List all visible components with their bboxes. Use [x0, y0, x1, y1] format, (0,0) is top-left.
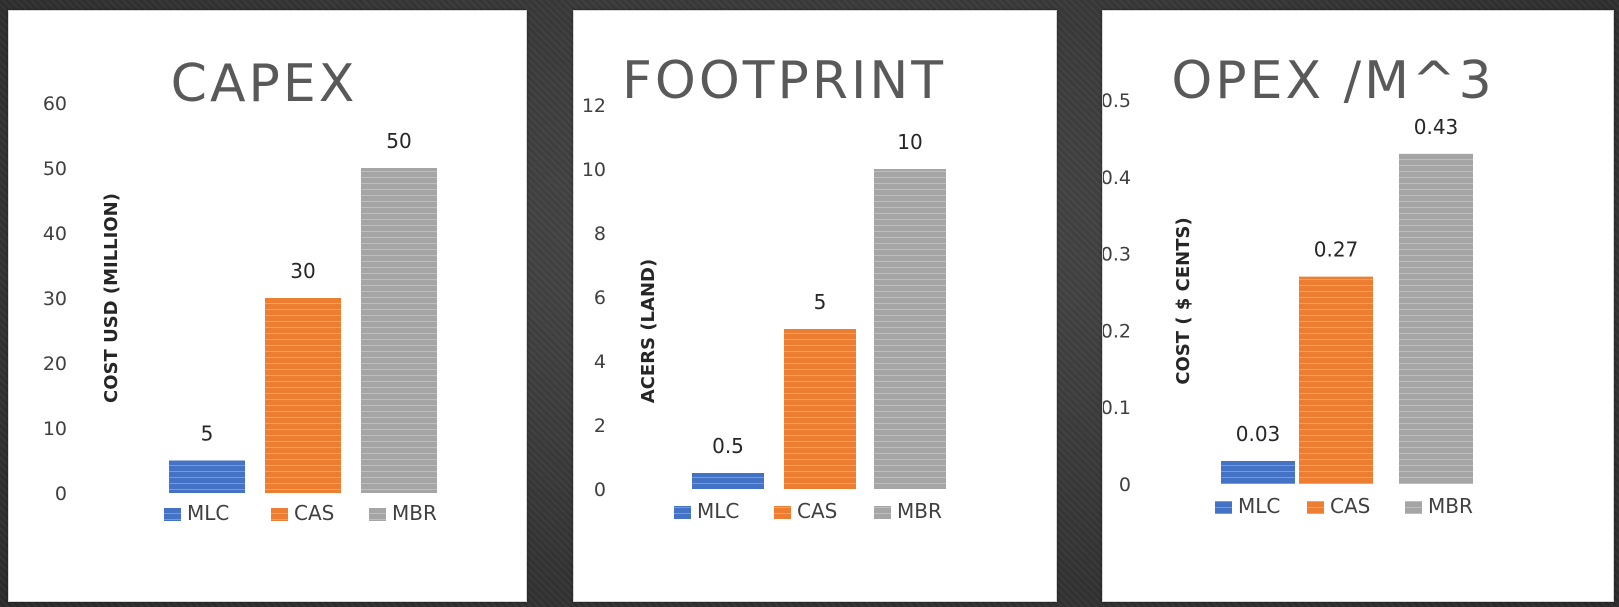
y-tick-label: 0: [55, 483, 67, 505]
data-label: 30: [290, 259, 315, 283]
bar-cas: [265, 298, 341, 493]
y-tick-label: 0.2: [1103, 320, 1131, 342]
data-label: 0.27: [1314, 238, 1359, 262]
bar-cas: [1299, 276, 1373, 484]
legend-label: CAS: [797, 499, 837, 523]
data-label: 5: [814, 290, 827, 314]
y-tick-label: 2: [594, 415, 606, 437]
legend-label: CAS: [1330, 494, 1370, 518]
y-tick-label: 10: [582, 159, 606, 181]
data-label: 5: [201, 422, 214, 446]
y-tick-label: 30: [43, 288, 67, 310]
y-tick-label: 0.5: [1103, 90, 1131, 112]
legend-label: MBR: [897, 499, 942, 523]
chart-capex: CAPEX 0 10 20 30 40 50 60 COST USD (MILLION) 5 30 5…: [43, 54, 437, 525]
y-tick-label: 0: [1119, 474, 1131, 496]
chart-footprint: FOOTPRINT 0 2 4 6 8 10 12 ACERS (LAND) 0.5 5 10 MLC C…: [582, 51, 946, 523]
data-label: 10: [897, 130, 922, 154]
y-tick-label: 0.1: [1103, 397, 1131, 419]
legend-label: MBR: [392, 501, 437, 525]
bar-mlc: [169, 460, 245, 493]
chart-panel-opex: OPEX /M^3 0 0.1 0.2 0.3 0.4 0.5 COST ( $ CENTS)…: [1102, 10, 1614, 602]
bar-mbr: [361, 168, 437, 493]
y-tick-label: 12: [582, 95, 606, 117]
chart-title: CAPEX: [171, 54, 358, 114]
y-axis-label: COST ( $ CENTS): [1173, 217, 1194, 384]
y-tick-label: 50: [43, 158, 67, 180]
data-label: 50: [386, 129, 411, 153]
chart-title: FOOTPRINT: [622, 51, 946, 111]
y-tick-label: 6: [594, 287, 606, 309]
y-tick-label: 10: [43, 418, 67, 440]
chart-panel-footprint: FOOTPRINT 0 2 4 6 8 10 12 ACERS (LAND) 0.5 5 10 MLC C…: [573, 10, 1057, 602]
legend-swatch-mbr: [874, 506, 891, 519]
legend-swatch-mlc: [164, 508, 181, 521]
legend-label: MBR: [1428, 494, 1473, 518]
y-tick-label: 60: [43, 93, 67, 115]
bar-mlc: [692, 473, 764, 489]
y-axis-label: COST USD (MILLION): [101, 193, 122, 403]
data-label: 0.43: [1414, 115, 1459, 139]
y-tick-label: 4: [594, 351, 606, 373]
chart-title: OPEX /M^3: [1171, 51, 1494, 111]
legend-swatch-cas: [271, 508, 288, 521]
bar-cas: [784, 329, 856, 489]
legend-label: CAS: [294, 501, 334, 525]
y-tick-label: 40: [43, 223, 67, 245]
bar-mbr: [1399, 153, 1473, 484]
y-tick-label: 8: [594, 223, 606, 245]
y-tick-label: 0.3: [1103, 244, 1131, 266]
legend-label: MLC: [697, 499, 739, 523]
data-label: 0.03: [1236, 422, 1281, 446]
legend-label: MLC: [187, 501, 229, 525]
legend-swatch-cas: [1307, 501, 1324, 514]
y-axis-label: ACERS (LAND): [638, 259, 659, 403]
bar-mbr: [874, 169, 946, 489]
legend-swatch-cas: [774, 506, 791, 519]
y-tick-label: 0.4: [1103, 167, 1131, 189]
chart-opex: OPEX /M^3 0 0.1 0.2 0.3 0.4 0.5 COST ( $ CENTS)…: [1103, 51, 1494, 518]
legend-label: MLC: [1238, 494, 1280, 518]
legend-swatch-mbr: [1405, 501, 1422, 514]
legend-swatch-mlc: [1215, 501, 1232, 514]
bar-mlc: [1221, 460, 1295, 484]
chart-panel-capex: CAPEX 0 10 20 30 40 50 60 COST USD (MILLION) 5 30 5…: [8, 10, 527, 602]
legend-swatch-mbr: [369, 508, 386, 521]
y-tick-label: 20: [43, 353, 67, 375]
y-tick-label: 0: [594, 479, 606, 501]
data-label: 0.5: [712, 434, 744, 458]
legend-swatch-mlc: [674, 506, 691, 519]
